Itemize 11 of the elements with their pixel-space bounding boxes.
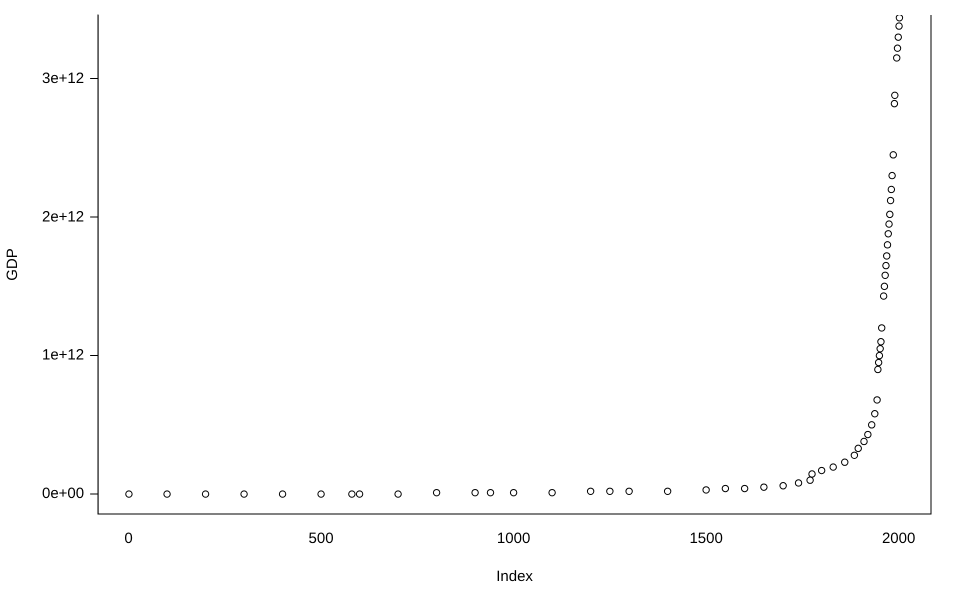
- x-tick-label: 1000: [496, 530, 530, 548]
- x-tick-label: 500: [308, 530, 334, 548]
- y-tick-label: 2e+12: [42, 208, 84, 226]
- y-tick-label: 1e+12: [42, 346, 84, 364]
- x-tick-label: 2000: [882, 530, 916, 548]
- x-tick-label: 1500: [689, 530, 723, 548]
- y-tick-label: 0e+00: [42, 485, 84, 502]
- x-tick-label: 0: [124, 530, 133, 548]
- y-axis-title: GDP: [4, 248, 22, 281]
- y-tick-label: 3e+12: [42, 70, 84, 87]
- x-axis-title: Index: [496, 568, 534, 586]
